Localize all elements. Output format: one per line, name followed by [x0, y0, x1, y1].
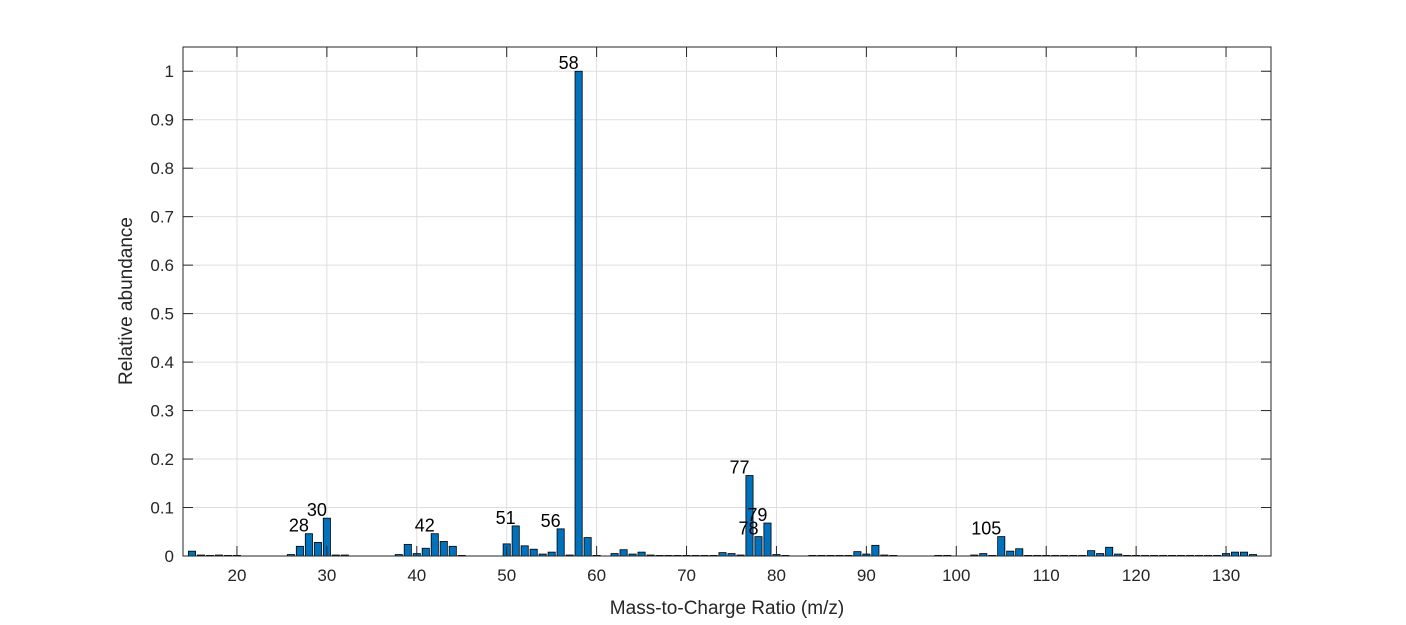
spectrum-bar	[637, 551, 646, 557]
x-tick-label: 120	[1122, 566, 1150, 585]
y-tick-label: 0.1	[150, 499, 174, 518]
y-tick-labels: 0 0.1 0.2 0.3 0.4 0.5 0.6 0.7 0.8 0.9 1	[150, 62, 174, 566]
spectrum-bar	[1231, 551, 1240, 557]
y-tick-label: 0.4	[150, 353, 174, 372]
spectrum-bar	[295, 545, 304, 557]
spectrum-bar	[529, 548, 538, 557]
spectrum-bar	[430, 533, 439, 557]
peak-label: 58	[559, 53, 579, 73]
spectrum-bar	[574, 70, 583, 557]
spectrum-bar	[556, 528, 565, 557]
spectrum-bar	[403, 543, 412, 557]
peak-label: 78	[738, 519, 758, 539]
x-tick-label: 40	[407, 566, 426, 585]
x-tick-label: 50	[497, 566, 516, 585]
x-tick-label: 130	[1212, 566, 1240, 585]
plot-frame	[182, 46, 1272, 557]
y-axis-label: Relative abundance	[116, 217, 137, 385]
x-tick-label: 80	[767, 566, 786, 585]
peak-label: 30	[307, 500, 327, 520]
spectrum-bar	[520, 545, 529, 557]
x-tick-label: 90	[857, 566, 876, 585]
y-tick-label: 0	[165, 547, 174, 566]
x-axis-label: Mass-to-Charge Ratio (m/z)	[610, 598, 844, 619]
spectrum-bar	[754, 536, 763, 557]
y-tick-label: 0.2	[150, 450, 174, 469]
spectrum-bar	[853, 551, 862, 557]
y-tick-label: 0.8	[150, 159, 174, 178]
x-tick-labels: 20 30 40 50 60 70 80 90 100 110 120 130	[227, 566, 1240, 585]
peak-label: 51	[496, 508, 516, 528]
peak-label: 28	[289, 516, 309, 536]
x-tick-label: 100	[942, 566, 970, 585]
spectrum-bar	[313, 542, 322, 557]
spectrum-bar	[448, 545, 457, 557]
spectrum-bar	[583, 537, 592, 557]
spectrum-bar	[511, 525, 520, 557]
spectrum-bar	[304, 533, 313, 557]
plot-area	[183, 47, 1271, 556]
spectrum-bar	[763, 522, 772, 557]
spectrum-bar	[871, 544, 880, 557]
spectrum-bar	[439, 541, 448, 557]
x-tick-label: 30	[317, 566, 336, 585]
y-tick-label: 0.6	[150, 256, 174, 275]
spectrum-bar	[1006, 550, 1015, 557]
spectrum-bar	[718, 552, 727, 557]
spectrum-bar	[619, 549, 628, 557]
y-tick-label: 0.5	[150, 305, 174, 324]
spectrum-bar	[1087, 550, 1096, 557]
peak-label: 105	[971, 519, 1001, 539]
y-tick-label: 0.9	[150, 111, 174, 130]
x-tick-label: 60	[587, 566, 606, 585]
y-tick-label: 1	[165, 62, 174, 81]
spectrum-bar	[421, 547, 430, 557]
x-tick-label: 110	[1033, 566, 1060, 585]
spectrum-bar	[187, 550, 196, 557]
peak-label: 42	[415, 516, 435, 536]
y-tick-label: 0.3	[150, 402, 174, 421]
peak-label: 77	[729, 458, 749, 478]
spectrum-bar	[1240, 551, 1249, 557]
x-tick-label: 20	[227, 566, 246, 585]
spectrum-bar	[547, 551, 556, 557]
x-tick-label: 70	[677, 566, 696, 585]
peak-label: 56	[541, 511, 561, 531]
spectrum-bar	[1015, 548, 1024, 557]
y-tick-label: 0.7	[150, 208, 174, 227]
spectrum-bar	[1105, 546, 1114, 557]
spectrum-bar	[997, 536, 1006, 557]
peak-label: 79	[747, 505, 767, 525]
axis-ticks	[183, 47, 1271, 557]
